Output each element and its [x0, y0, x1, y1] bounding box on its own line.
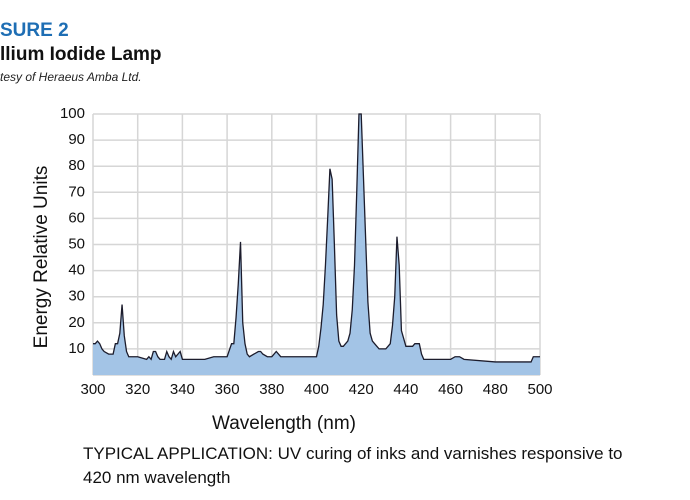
x-tick-label: 460 — [438, 381, 463, 398]
x-tick-label: 500 — [527, 381, 552, 398]
y-tick-label: 70 — [68, 183, 85, 200]
x-tick-label: 420 — [349, 381, 374, 398]
chart-title: llium Iodide Lamp — [0, 44, 162, 65]
y-tick-label: 50 — [68, 235, 85, 252]
y-tick-label: 20 — [68, 314, 85, 331]
figure-label: SURE 2 — [0, 20, 69, 41]
x-tick-label: 380 — [259, 381, 284, 398]
x-tick-label: 360 — [215, 381, 240, 398]
y-tick-label: 100 — [60, 105, 85, 122]
chart-subtitle: tesy of Heraeus Amba Ltd. — [0, 70, 142, 84]
chart: SURE 2 llium Iodide Lamp tesy of Heraeus… — [0, 20, 553, 434]
y-tick-label: 80 — [68, 157, 85, 174]
tick-labels: 10 20 30 40 50 60 70 80 90 100 300 320 340 360 380 400 4… — [60, 105, 553, 398]
grid — [92, 113, 541, 376]
caption: TYPICAL APPLICATION: UV curing of inks a… — [83, 444, 623, 487]
x-tick-label: 300 — [80, 381, 105, 398]
y-tick-label: 60 — [68, 209, 85, 226]
x-tick-label: 480 — [483, 381, 508, 398]
y-tick-label: 90 — [68, 131, 85, 148]
x-tick-label: 340 — [170, 381, 195, 398]
y-tick-label: 10 — [68, 340, 85, 357]
x-tick-label: 400 — [304, 381, 329, 398]
y-axis-label: Energy Relative Units — [31, 166, 52, 349]
spectrum-line — [93, 113, 540, 363]
x-tick-label: 440 — [393, 381, 418, 398]
y-tick-label: 40 — [68, 262, 85, 279]
x-tick-label: 320 — [125, 381, 150, 398]
plot — [93, 113, 540, 375]
y-tick-label: 30 — [68, 288, 85, 305]
x-axis-label: Wavelength (nm) — [212, 413, 356, 434]
